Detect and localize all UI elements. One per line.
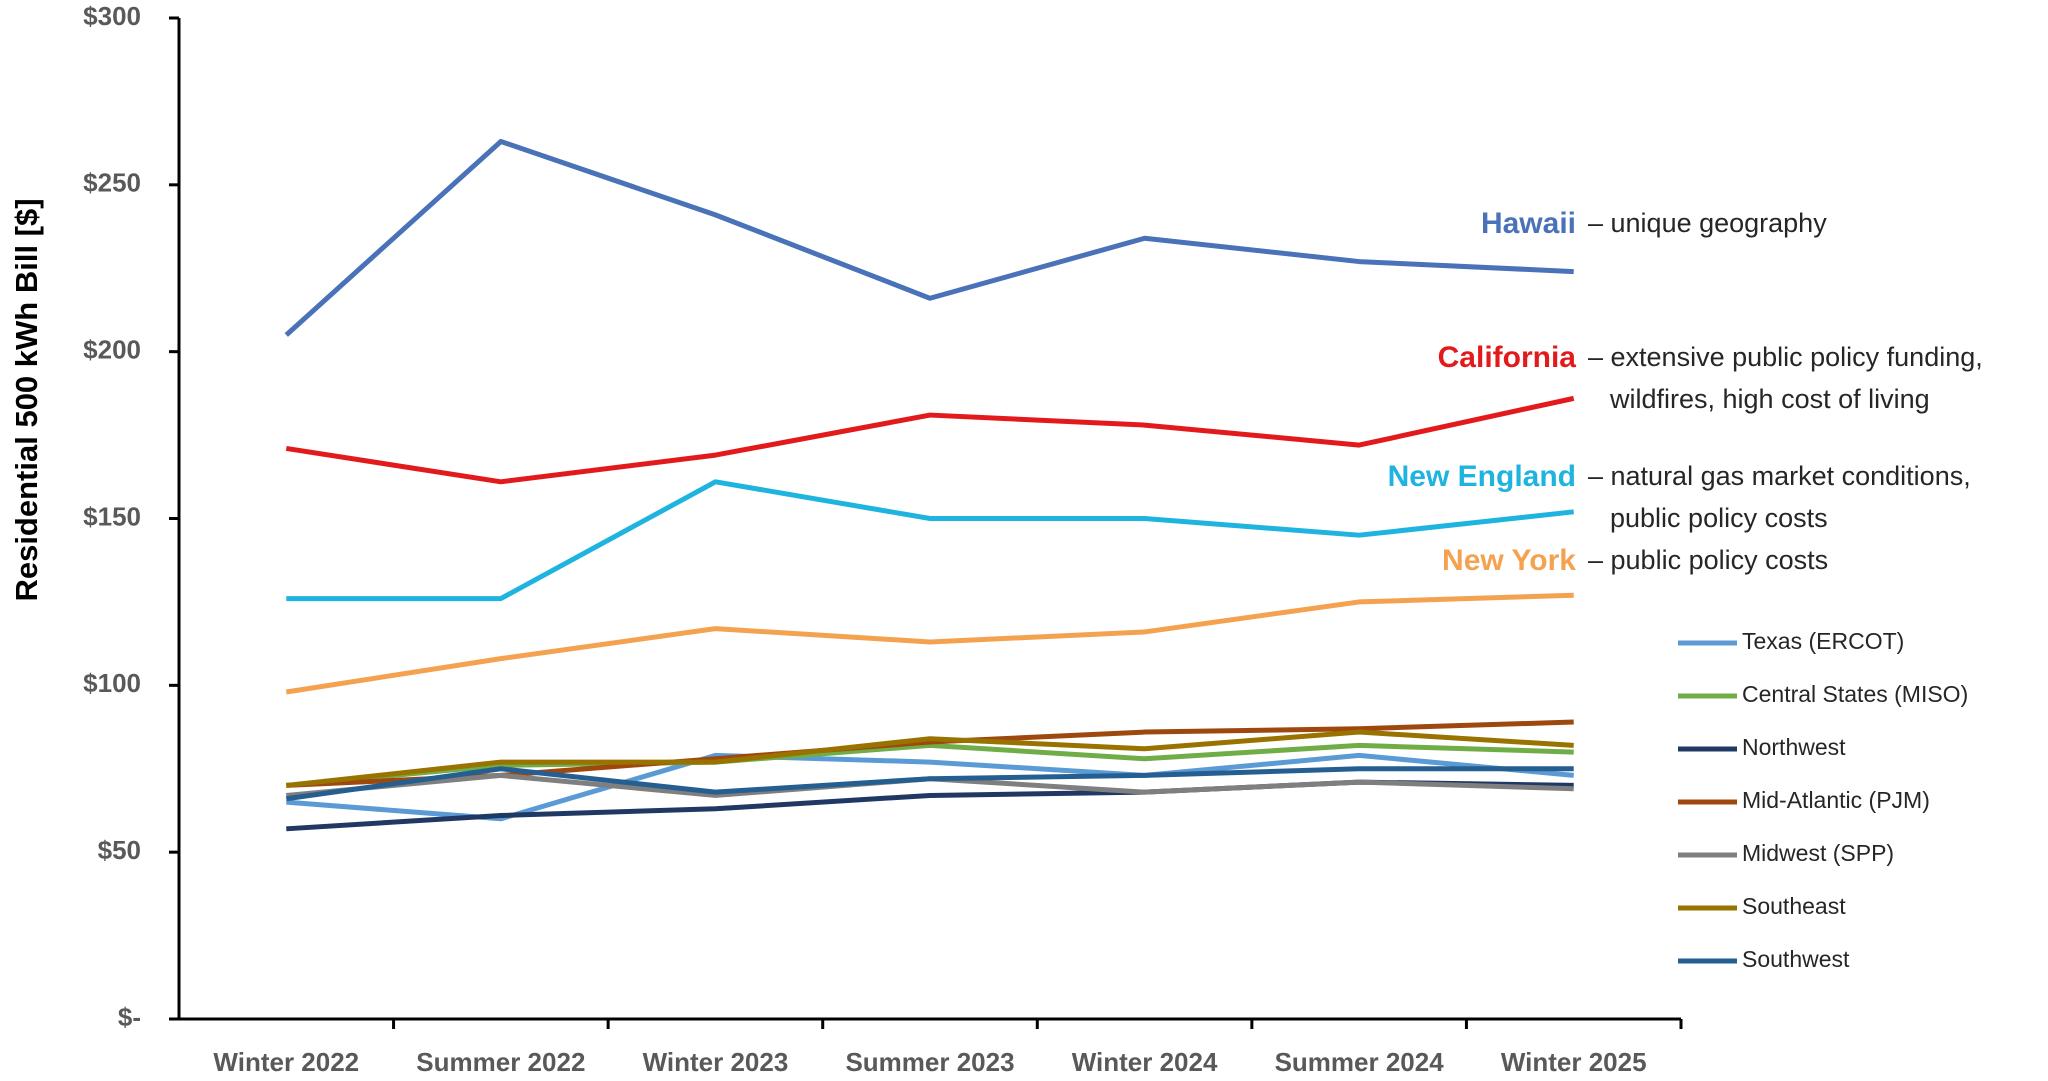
series-line xyxy=(285,592,1574,695)
annotation-note: public policy costs xyxy=(1610,503,1828,533)
annotation-note: wildfires, high cost of living xyxy=(1609,384,1930,414)
series-line xyxy=(285,395,1575,485)
y-tick-label: $150 xyxy=(83,501,141,531)
x-tick-label: Summer 2024 xyxy=(1275,1047,1445,1077)
y-tick-label: $- xyxy=(118,1002,141,1032)
y-tick-label: $300 xyxy=(83,1,141,31)
y-tick-label: $50 xyxy=(98,835,141,865)
series-line xyxy=(286,729,1574,788)
series-annotation: California xyxy=(1438,341,1577,374)
legend-label: Southwest xyxy=(1742,946,1850,972)
series-line xyxy=(284,138,1574,337)
annotation-note: – public policy costs xyxy=(1588,545,1828,575)
annotation-note: – unique geography xyxy=(1588,208,1827,238)
series-annotation: Hawaii xyxy=(1481,207,1576,240)
y-tick-label: $100 xyxy=(83,668,141,698)
legend-label: Central States (MISO) xyxy=(1742,681,1968,707)
x-tick-label: Summer 2022 xyxy=(416,1047,585,1077)
series-annotation: New England xyxy=(1388,460,1576,493)
series-line xyxy=(286,479,1574,602)
y-tick-label: $200 xyxy=(83,335,141,365)
series-line xyxy=(286,742,1574,788)
legend-label: Texas (ERCOT) xyxy=(1742,628,1904,654)
series-annotation: New York xyxy=(1442,544,1576,577)
series-line xyxy=(285,766,1574,802)
series-line xyxy=(286,752,1574,822)
x-tick-label: Winter 2023 xyxy=(643,1047,789,1077)
annotation-note: – extensive public policy funding, xyxy=(1588,342,1983,372)
x-tick-label: Winter 2025 xyxy=(1501,1047,1647,1077)
x-tick-label: Winter 2022 xyxy=(213,1047,359,1077)
legend-label: Mid-Atlantic (PJM) xyxy=(1742,787,1930,813)
y-tick-label: $250 xyxy=(83,168,141,198)
legend-label: Southeast xyxy=(1742,893,1846,919)
legend-label: Midwest (SPP) xyxy=(1742,840,1894,866)
annotation-note: – natural gas market conditions, xyxy=(1588,461,1971,491)
x-tick-label: Winter 2024 xyxy=(1072,1047,1218,1077)
y-axis-label: Residential 500 kWh Bill [$] xyxy=(9,198,44,601)
legend-label: Northwest xyxy=(1742,734,1846,760)
x-tick-label: Summer 2023 xyxy=(845,1047,1014,1077)
series-line xyxy=(286,779,1574,832)
